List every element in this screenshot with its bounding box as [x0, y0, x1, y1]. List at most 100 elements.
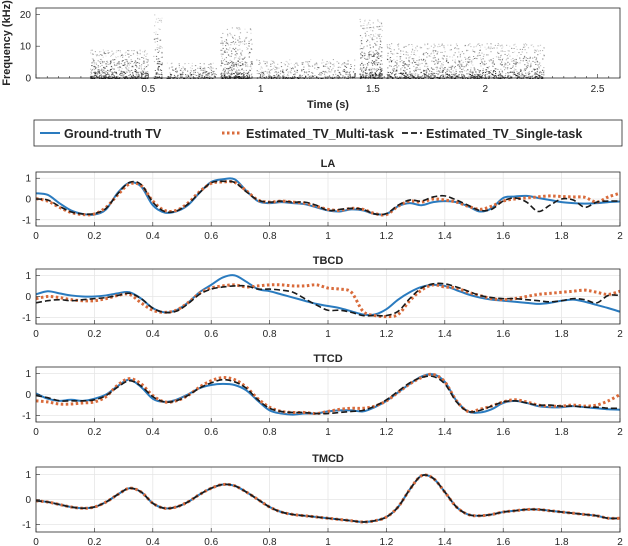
spectrogram-cell [425, 62, 428, 64]
spectrogram-cell [102, 49, 104, 51]
spectrogram-cell [353, 68, 356, 70]
spectrogram-cell [482, 58, 484, 60]
spectrogram-cell [364, 75, 367, 77]
spectrogram-cell [233, 63, 235, 65]
spectrogram-cell [232, 48, 234, 50]
x-tick-label: 1.8 [555, 231, 569, 242]
spectrogram-cell [223, 73, 225, 75]
spectrogram-cell [487, 54, 489, 56]
spectrogram-cell [535, 69, 537, 70]
spectrogram-cell [506, 44, 508, 46]
spectrogram-cell [538, 50, 540, 52]
spectrogram-cell [396, 70, 398, 72]
spectrogram-cell [450, 49, 452, 51]
spectrogram-cell [466, 50, 468, 52]
spectrogram-cell [127, 53, 129, 55]
spectrogram-cell [360, 25, 362, 27]
spectrogram-cell [523, 44, 525, 46]
spectrogram-cell [426, 70, 428, 72]
spectrogram-cell [114, 76, 117, 78]
spectrogram-cell [458, 64, 460, 66]
spectrogram-cell [419, 47, 421, 49]
spectrogram-cell [133, 50, 135, 52]
spectrogram-cell [280, 76, 282, 78]
spectrogram-cell [155, 72, 157, 74]
spectrogram-cell [538, 45, 540, 47]
spectrogram-cell [250, 61, 252, 63]
spectrogram-cell [138, 62, 140, 64]
spectrogram-cell [489, 76, 491, 78]
spectrogram-cell [390, 48, 393, 50]
spectrogram-cell [524, 64, 526, 66]
spectrogram-cell [340, 74, 342, 76]
spectrogram-cell [378, 35, 380, 37]
spectrogram-cell [434, 75, 436, 77]
spectrogram-cell [474, 51, 476, 53]
spectrogram-cell [144, 72, 146, 74]
spectrogram-cell [223, 72, 225, 74]
spectrogram-cell [225, 61, 228, 63]
spectrogram-cell [102, 69, 104, 71]
spectrogram-cell [321, 59, 324, 61]
spectrogram-cell [378, 75, 380, 77]
x-tick-label: 1.6 [496, 537, 510, 546]
x-tick-label: 0.6 [204, 427, 218, 438]
spectrogram-cell [393, 49, 395, 51]
spectrogram-cell [242, 63, 244, 65]
spectrogram-cell [113, 62, 115, 64]
spectrogram-cell [305, 61, 307, 63]
spectrogram-cell [105, 53, 107, 54]
spectrogram-cell [359, 21, 361, 23]
spectrogram-cell [440, 78, 442, 79]
spectrogram-cell [201, 75, 203, 77]
spectrogram-cell [156, 58, 158, 60]
spectrogram-cell [95, 63, 98, 65]
spectrogram-cell [208, 74, 210, 76]
spectrogram-cell [350, 64, 352, 66]
spectrogram-cell [375, 78, 377, 79]
spectrogram-cell [416, 50, 418, 52]
spectrogram-cell [113, 52, 115, 54]
spectrogram-cell [236, 63, 238, 65]
x-tick-label: 1.8 [555, 329, 569, 340]
spectrogram-cell [521, 72, 523, 74]
spectrogram-cell [276, 68, 278, 70]
spectrogram-cell [185, 74, 187, 75]
spectrogram-cell [501, 75, 503, 77]
spectrogram-cell [425, 52, 427, 53]
spectrogram-cell [473, 46, 475, 48]
spectrogram-cell [449, 75, 451, 77]
spectrogram-cell [461, 73, 463, 75]
spectrogram-cell [525, 57, 527, 59]
spectrogram-cell [156, 41, 158, 42]
spectrogram-cell [425, 63, 427, 65]
spectrogram-cell [461, 51, 463, 53]
spectrogram-cell [536, 49, 538, 51]
spectrogram-cell [202, 68, 204, 70]
spectrogram-cell [231, 68, 233, 70]
y-tick-label: 1 [25, 470, 31, 481]
spectrogram-cell [468, 61, 470, 63]
spectrogram-cell [432, 57, 434, 59]
spectrogram-cell [235, 69, 237, 71]
spectrogram-cell [228, 75, 230, 77]
spectrogram-cell [400, 77, 402, 78]
spectrogram-cell [235, 57, 237, 59]
spectrogram-cell [103, 52, 105, 54]
spectrogram-cell [312, 75, 314, 77]
spectrogram-cell [514, 51, 516, 53]
spectrogram-cell [324, 65, 326, 67]
spectrogram-cell [523, 46, 525, 48]
spectrogram-cell [398, 43, 400, 45]
spectrogram-cell [347, 75, 349, 77]
spectrogram-cell [453, 67, 456, 69]
spectrogram-cell [202, 72, 204, 74]
spectrogram-cell [451, 74, 453, 76]
spectrogram-cell [251, 68, 253, 70]
spectrogram-cell [375, 60, 377, 61]
spectrogram-cell [192, 78, 194, 79]
spectrogram-cell [365, 69, 367, 71]
spectrogram-cell [99, 76, 101, 78]
spectrogram-cell [101, 54, 103, 56]
spectrogram-cell [147, 61, 149, 63]
